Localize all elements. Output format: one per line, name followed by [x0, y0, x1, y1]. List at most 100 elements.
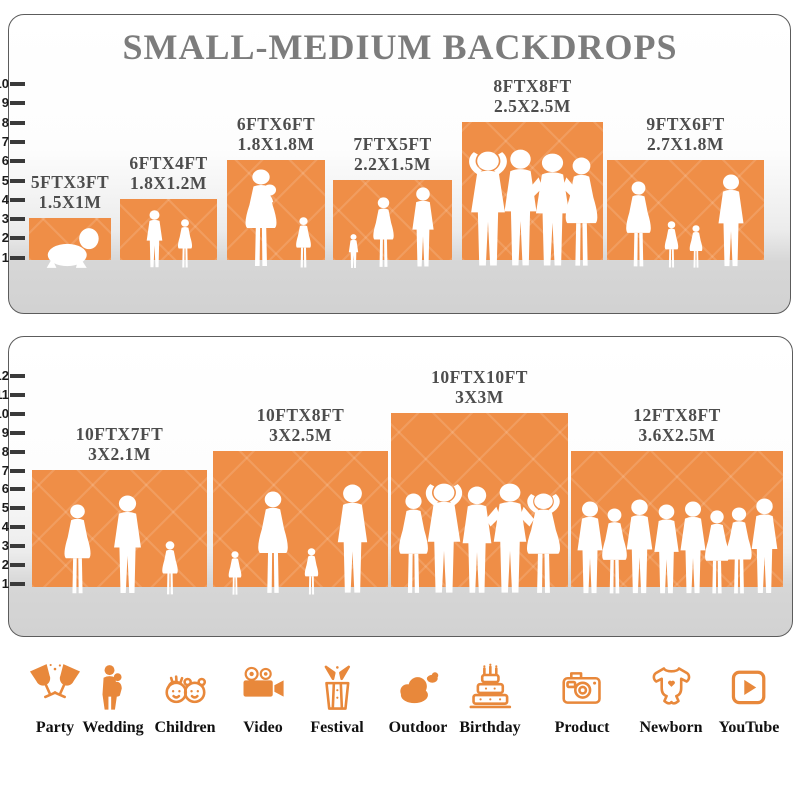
product-icon	[556, 662, 608, 714]
category-label-wedding: Wedding	[82, 719, 144, 736]
person-silhouette	[38, 227, 103, 274]
man-silhouette-icon	[653, 504, 679, 594]
y-axis-tick-mark	[10, 563, 25, 567]
birthday-icon	[464, 662, 516, 714]
y-axis-tick-label: 7	[1, 462, 9, 478]
man-silhouette-icon	[680, 501, 705, 594]
person-silhouette	[454, 486, 500, 601]
backdrop-size-label: 7FTX5FT 2.2X1.5M	[353, 134, 431, 175]
woman-armsup-silhouette-icon	[526, 493, 560, 593]
y-axis-tick-label: 1	[1, 575, 9, 591]
woman-silhouette-icon	[63, 504, 91, 594]
backdrop-size-label: 8FTX8FT 2.5X2.5M	[493, 76, 571, 117]
backdrop-size-feet: 10FTX10FT	[431, 366, 528, 387]
baby-silhouette-icon	[46, 228, 99, 268]
backdrop-size-label: 10FTX7FT 3X2.1M	[76, 424, 164, 465]
y-axis-tick-label: 10	[0, 76, 9, 91]
woman-silhouette-icon	[177, 219, 193, 268]
person-silhouette	[329, 484, 376, 601]
y-axis-tick-mark	[10, 506, 25, 511]
category-label-outdoor: Outdoor	[388, 719, 448, 736]
person-silhouette	[302, 548, 321, 601]
person-silhouette	[418, 483, 470, 601]
person-silhouette	[570, 501, 610, 601]
person-silhouette	[711, 174, 751, 274]
category-outdoor: Outdoor	[388, 662, 448, 737]
backdrop-size-label: 10FTX10FT 3X3M	[431, 367, 528, 408]
people-silhouettes-group	[462, 149, 603, 274]
backdrop-size-label: 6FTX6FT 1.8X1.8M	[237, 114, 315, 155]
person-silhouette	[175, 219, 195, 274]
backdrop-bar-12ftx8ft	[571, 450, 783, 587]
woman-silhouette-icon	[398, 493, 428, 593]
backdrop-size-label: 9FTX6FT 2.7X1.8M	[646, 114, 724, 155]
man-hips-silhouette-icon	[527, 153, 578, 266]
backdrop-size-meters: 1.5X1M	[38, 192, 102, 213]
backdrop-size-meters: 2.2X1.5M	[354, 153, 431, 174]
category-label-party: Party	[35, 719, 75, 736]
person-silhouette	[59, 504, 96, 601]
man-armsup-silhouette-icon	[425, 483, 462, 593]
backdrop-size-meters: 1.8X1.2M	[130, 173, 207, 194]
y-axis-tick-label: 9	[1, 95, 9, 111]
category-product: Product	[555, 662, 609, 737]
man-armsup-silhouette-icon	[469, 151, 507, 266]
person-silhouette	[619, 499, 660, 601]
man-silhouette-icon	[462, 486, 491, 593]
person-silhouette	[346, 234, 361, 274]
category-children: Children	[154, 662, 216, 737]
y-axis-tick-label: 6	[1, 153, 9, 169]
y-axis-tick-mark	[10, 392, 25, 397]
y-axis-tick-label: 11	[0, 386, 9, 402]
backdrop-size-meters: 2.5X2.5M	[494, 95, 571, 116]
person-silhouette	[495, 149, 546, 274]
backdrop-size-label: 10FTX8FT 3X2.5M	[257, 405, 345, 446]
y-axis-tick-label: 8	[1, 114, 9, 130]
category-birthday: Birthday	[459, 662, 521, 737]
person-silhouette	[159, 541, 181, 601]
y-axis-tick-label: 10	[0, 405, 9, 421]
man-silhouette-icon	[348, 234, 358, 268]
y-axis-tick-mark	[10, 525, 25, 530]
people-silhouettes-group	[391, 483, 568, 601]
y-axis-tick-label: 9	[1, 424, 9, 440]
person-silhouette	[597, 508, 632, 601]
y-axis-tick-label: 3	[1, 538, 9, 554]
person-silhouette	[520, 493, 567, 601]
woman-silhouette-icon	[228, 551, 241, 595]
y-axis-tick-label: 2	[1, 557, 9, 572]
y-axis-tick-label: 12	[0, 368, 9, 383]
people-silhouettes-group	[29, 228, 111, 274]
person-silhouette	[393, 493, 434, 601]
backdrop-bar-6ftx4ft	[120, 198, 217, 260]
category-newborn: Newborn	[639, 662, 703, 737]
person-silhouette	[106, 495, 149, 601]
y-axis-tick-mark	[10, 487, 25, 492]
y-axis-tick-mark	[10, 430, 25, 435]
y-axis-tick-label: 4	[1, 191, 9, 207]
woman-silhouette-icon	[295, 217, 311, 268]
backdrop-size-feet: 5FTX3FT	[30, 172, 110, 193]
category-wedding: Wedding	[82, 662, 144, 737]
people-silhouettes-group	[32, 495, 207, 601]
y-axis-tick-label: 5	[1, 500, 9, 516]
man-silhouette-icon	[718, 174, 743, 267]
festival-icon	[311, 662, 363, 714]
y-axis-tick-label: 3	[1, 211, 9, 227]
woman-baby-silhouette-icon	[245, 169, 276, 266]
video-icon	[237, 662, 289, 714]
y-axis-tick-mark	[10, 468, 25, 473]
page-title: SMALL-MEDIUM BACKDROPS	[122, 27, 678, 67]
woman-silhouette-icon	[372, 197, 394, 267]
y-axis-tick-mark	[10, 581, 25, 586]
man-silhouette-icon	[577, 501, 602, 594]
y-axis-tick-mark	[10, 449, 25, 454]
y-axis-tick-mark	[10, 197, 25, 202]
woman-silhouette-icon	[304, 548, 318, 595]
woman-silhouette-icon	[725, 507, 752, 594]
people-silhouettes-group	[607, 174, 764, 274]
category-label-festival: Festival	[310, 719, 364, 736]
y-axis-tick-mark	[10, 411, 25, 416]
backdrop-size-meters: 3X2.5M	[269, 424, 332, 445]
